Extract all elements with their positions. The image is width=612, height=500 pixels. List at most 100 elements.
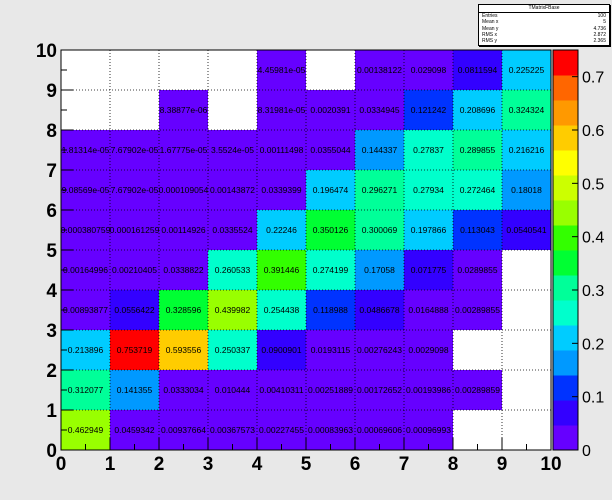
stats-row-entries: Entries 100 [479, 13, 609, 19]
cell-label: 0.0556422 [114, 305, 154, 315]
cell-label: 0.00138122 [357, 65, 402, 75]
heatmap-cell [257, 370, 306, 410]
heatmap-cell [453, 370, 502, 410]
heatmap-cell [159, 370, 208, 410]
cell-label: 0.00172652 [357, 385, 402, 395]
cell-label: 0.00289855 [455, 305, 500, 315]
x-tick-label: 10 [540, 454, 561, 475]
palette-segment [553, 100, 578, 126]
heatmap-cell [159, 410, 208, 450]
heatmap-cell [159, 250, 208, 290]
heatmap-cell [355, 130, 404, 170]
z-tick-label: 0 [582, 443, 591, 460]
cell-label: 0.00227455 [259, 425, 304, 435]
heatmap-cell [355, 330, 404, 370]
palette-segment [553, 50, 578, 76]
x-tick-label: 1 [105, 454, 116, 475]
axes: 0 1 2 3 4 5 6 7 8 9 10 0 1 2 3 4 5 6 7 8 9 10 [36, 41, 562, 475]
heatmap-cell [110, 410, 159, 450]
cell-label: 0.324324 [509, 105, 545, 115]
stats-label: Mean x [482, 19, 499, 26]
cell-label: 0.197866 [411, 225, 447, 235]
heatmap-cell [404, 330, 453, 370]
cell-label: 7.67902e-05 [111, 145, 159, 155]
cell-label: 0.00193986 [406, 385, 451, 395]
cell-label: 0.208696 [460, 105, 496, 115]
heatmap-cell [257, 90, 306, 130]
cell-label: 0.00276243 [357, 345, 402, 355]
cell-label: 8.38877e-06 [160, 105, 208, 115]
heatmap-cell [404, 250, 453, 290]
heatmap-cell [208, 250, 257, 290]
cell-label: 0.00083963 [308, 425, 353, 435]
heatmap-cell [257, 330, 306, 370]
cell-label: 4.45981e-05 [258, 65, 306, 75]
heatmap-cell [404, 210, 453, 250]
cell-label: 0.121242 [411, 105, 447, 115]
heatmap-cell [110, 330, 159, 370]
y-tick-label: 3 [46, 321, 57, 342]
cell-label: 0.274199 [313, 265, 349, 275]
cell-label: 0.0339399 [261, 185, 301, 195]
heatmap-cell [257, 290, 306, 330]
heatmap-cell [159, 170, 208, 210]
cell-label: 0.0193115 [311, 345, 351, 355]
x-tick-label: 9 [497, 454, 508, 475]
cell-label: 0.144337 [362, 145, 398, 155]
stats-label: Mean y [482, 25, 499, 32]
heatmap-cell [306, 90, 355, 130]
heatmap-cell [453, 90, 502, 130]
cell-label: 0.113043 [460, 225, 495, 235]
heatmap-cell [110, 250, 159, 290]
heatmap-cell [257, 50, 306, 90]
stats-row-rms-y: RMS y 2.365 [479, 38, 609, 44]
heatmap-cell [355, 250, 404, 290]
heatmap-cell [404, 370, 453, 410]
heatmap-cell [257, 130, 306, 170]
x-tick-label: 7 [399, 454, 410, 475]
heatmap-cell [110, 290, 159, 330]
heatmap-cell [257, 250, 306, 290]
heatmap-cell [208, 410, 257, 450]
heatmap-cell [453, 50, 502, 90]
z-tick-label: 0.5 [582, 176, 604, 193]
x-tick-label: 4 [252, 454, 263, 475]
heatmap-cell [404, 130, 453, 170]
heatmap-cell [502, 130, 551, 170]
palette-segment [553, 300, 578, 326]
cell-label: 0.22246 [266, 225, 297, 235]
cell-label: 0.0020391 [310, 105, 350, 115]
heatmap-cell [61, 170, 110, 210]
heatmap-cell [453, 210, 502, 250]
cell-label: 0.0164888 [408, 305, 448, 315]
heatmap-cell [159, 130, 208, 170]
cell-label: 0.289855 [460, 145, 496, 155]
x-tick-label: 3 [203, 454, 214, 475]
heatmap-cell [159, 90, 208, 130]
y-tick-label: 1 [46, 401, 57, 422]
heatmap-cell [453, 170, 502, 210]
x-tick-label: 0 [56, 454, 67, 475]
stats-box: TMatrixFBase Entries 100 Mean x 5 Mean y… [478, 4, 610, 46]
heatmap-cell [159, 290, 208, 330]
cell-label: 0.00367573 [210, 425, 255, 435]
cell-label: 0.000161259 [110, 225, 160, 235]
stats-title: TMatrixFBase [479, 5, 609, 13]
stats-value: 4.736 [593, 25, 606, 32]
y-tick-label: 7 [46, 161, 57, 182]
heatmap-cell [61, 290, 110, 330]
palette-segment [553, 150, 578, 176]
heatmap-cell [404, 290, 453, 330]
cell-value-labels: 0.462949 0.0459342 0.00937664 0.00367573 0.0… [61, 65, 547, 435]
heatmap-cell [159, 330, 208, 370]
z-tick-label: 0.3 [582, 283, 604, 300]
cell-label: 0.272464 [460, 185, 496, 195]
cell-label: 1.81314e-05 [62, 145, 110, 155]
z-tick-label: 0.4 [582, 230, 604, 247]
cell-label: 1.67775e-05 [160, 145, 208, 155]
y-tick-label: 5 [46, 241, 57, 262]
cell-label: 0.00937664 [161, 425, 206, 435]
heatmap-cell [355, 370, 404, 410]
stats-value: 5 [603, 19, 606, 26]
y-tick-label: 10 [36, 41, 57, 62]
